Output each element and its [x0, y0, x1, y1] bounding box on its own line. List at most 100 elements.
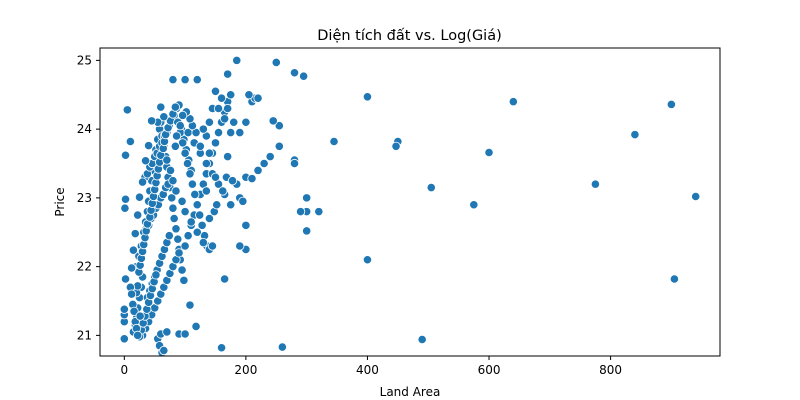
scatter-point [174, 248, 184, 258]
scatter-point [120, 203, 130, 213]
scatter-point [253, 165, 263, 175]
scatter-point [192, 75, 202, 85]
scatter-point [147, 116, 157, 126]
scatter-point [232, 55, 242, 65]
scatter-point [177, 265, 187, 275]
scatter-point [171, 131, 182, 141]
scatter-point [195, 210, 205, 220]
data-points [119, 55, 701, 358]
scatter-point [289, 68, 300, 78]
scatter-point [469, 200, 479, 210]
scatter-point [669, 274, 680, 284]
scatter-point [182, 158, 193, 169]
scatter-point [220, 274, 230, 284]
x-tick-label: 400 [356, 363, 379, 377]
scatter-point [168, 176, 178, 186]
scatter-point [271, 57, 281, 68]
scatter-point [120, 274, 131, 284]
scatter-point [173, 234, 183, 244]
scatter-point [227, 176, 238, 186]
scatter-point [140, 156, 151, 166]
scatter-point [218, 186, 228, 196]
scatter-point [226, 90, 236, 100]
scatter-point [137, 177, 148, 187]
y-tick-label: 25 [77, 53, 92, 67]
scatter-point [171, 224, 181, 234]
scatter-point [241, 220, 251, 230]
scatter-point [223, 152, 233, 162]
scatter-point [268, 116, 278, 126]
scatter-point [210, 86, 221, 96]
scatter-point [391, 141, 401, 151]
scatter-point [630, 130, 640, 140]
scatter-point [426, 182, 436, 193]
scatter-point [180, 75, 190, 85]
scatter-point [241, 117, 251, 127]
y-tick-label: 21 [77, 328, 92, 342]
scatter-point [134, 192, 145, 202]
chart-title: Diện tích đất vs. Log(Giá) [317, 28, 502, 44]
scatter-point [204, 148, 215, 158]
scatter-point [175, 121, 185, 131]
scatter-point [177, 196, 187, 206]
scatter-point [204, 213, 215, 224]
scatter-point [314, 207, 324, 217]
plot-frame [99, 47, 721, 357]
scatter-point [192, 227, 202, 237]
scatter-point [201, 158, 211, 169]
scatter-point [238, 196, 248, 206]
scatter-point [164, 231, 174, 241]
scatter-point [170, 141, 180, 151]
scatter-point [274, 121, 284, 131]
scatter-point [289, 158, 300, 169]
scatter-point [691, 191, 701, 202]
scatter-point [229, 117, 239, 127]
scatter-point [207, 241, 218, 251]
scatter-point [144, 141, 154, 151]
scatter-point [247, 174, 257, 184]
scatter-point [151, 270, 161, 280]
scatter-point [201, 186, 211, 196]
scatter-point [226, 127, 236, 138]
scatter-point [119, 304, 129, 314]
scatter-point [329, 136, 339, 147]
scatter-point [159, 112, 169, 122]
scatter-point [197, 220, 207, 230]
scatter-point [185, 300, 195, 310]
scatter-point [120, 150, 131, 160]
scatter-point [119, 334, 129, 344]
scatter-point [129, 306, 139, 316]
scatter-point [198, 124, 208, 134]
scatter-point [235, 241, 245, 251]
x-tick-label: 0 [120, 363, 128, 377]
scatter-point [135, 311, 145, 321]
scatter-point [362, 92, 373, 102]
scatter-point [128, 245, 139, 255]
scatter-point [187, 179, 197, 189]
scatter-point [191, 321, 201, 332]
scatter-point [185, 169, 195, 179]
scatter-point [210, 172, 221, 182]
scatter-point [195, 141, 205, 151]
scatter-point [178, 110, 188, 120]
scatter-point [484, 147, 494, 158]
scatter-point [302, 193, 312, 203]
scatter-point [299, 71, 309, 81]
scatter-point [253, 93, 263, 103]
scatter-point [220, 114, 230, 124]
scatter-point [178, 138, 188, 148]
scatter-point [162, 327, 172, 337]
scatter-point [198, 237, 208, 248]
scatter-point [508, 97, 518, 107]
y-tick-label: 22 [77, 260, 92, 274]
scatter-point [223, 103, 233, 114]
scatter-point [259, 158, 269, 169]
scatter-point [167, 193, 177, 203]
scatter-point [190, 189, 200, 200]
scatter-point [130, 229, 140, 239]
scatter-point [125, 136, 135, 147]
scatter-point [168, 75, 178, 85]
scatter-point [417, 334, 427, 345]
scatter-point [180, 241, 190, 251]
scatter-point [179, 275, 189, 285]
